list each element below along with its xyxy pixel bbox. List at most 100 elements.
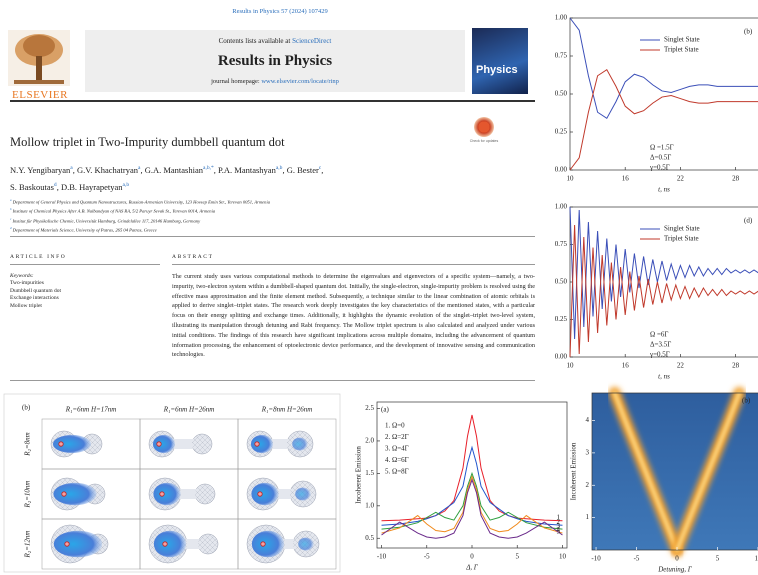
x-tick-label: 0 bbox=[470, 553, 474, 561]
separator: , bbox=[56, 181, 59, 192]
dumbbell bbox=[50, 430, 103, 458]
separator: , bbox=[213, 164, 216, 175]
keywords: Keywords: Two-impurities Dumbbell quantum … bbox=[10, 273, 160, 310]
info-heading: ARTICLE INFO bbox=[10, 254, 67, 260]
column-header: R₁=6nm H=26nm bbox=[163, 406, 215, 414]
legend-label: Singlet State bbox=[664, 225, 700, 233]
x-tick-label: 5 bbox=[515, 553, 519, 561]
author-affiliation: a bbox=[137, 165, 141, 171]
impurity bbox=[162, 541, 168, 547]
x-tick-label: 22 bbox=[677, 175, 685, 183]
series-line bbox=[569, 17, 758, 120]
check-updates-text[interactable]: Check for updates bbox=[469, 139, 499, 143]
y-tick-label: 0.50 bbox=[555, 278, 568, 286]
check-updates-icon[interactable] bbox=[474, 117, 494, 137]
y-tick-label: 2.0 bbox=[365, 437, 374, 445]
density-blob bbox=[53, 482, 97, 506]
author-name: G. Bester bbox=[286, 164, 319, 175]
density-blob bbox=[298, 537, 314, 551]
author-name: G.A. Mantashian bbox=[144, 164, 203, 175]
homepage-link[interactable]: www.elsevier.com/locate/rinp bbox=[261, 78, 339, 85]
x-tick-label: 16 bbox=[622, 175, 630, 183]
publisher-logo bbox=[8, 30, 70, 86]
legend-label: Singlet State bbox=[664, 36, 700, 44]
dumbbell bbox=[246, 430, 314, 458]
x-tick-label: 5 bbox=[716, 555, 720, 563]
y-tick-label: 0.00 bbox=[555, 166, 568, 174]
publisher: ELSEVIER bbox=[12, 89, 68, 101]
separator: , bbox=[140, 164, 143, 175]
end-label: 3 bbox=[556, 522, 560, 530]
y-tick-label: 4 bbox=[586, 416, 590, 424]
impurity bbox=[61, 491, 67, 497]
x-tick-label: 22 bbox=[677, 362, 685, 370]
y-tick-label: 1.5 bbox=[365, 469, 374, 477]
row-label: R₂=10nm bbox=[24, 481, 32, 509]
density-blob bbox=[153, 482, 181, 506]
contents-line: Contents lists available at ScienceDirec… bbox=[85, 37, 465, 45]
x-tick-label: -10 bbox=[591, 555, 601, 563]
panel-label: (d) bbox=[744, 217, 753, 225]
keyword: Two-impurities bbox=[10, 280, 44, 287]
x-tick-label: 28 bbox=[732, 175, 740, 183]
end-label: 4 bbox=[556, 526, 560, 534]
legend-label: 4. Ω=6Γ bbox=[385, 456, 409, 464]
impurity bbox=[156, 441, 162, 447]
sciencedirect-link[interactable]: ScienceDirect bbox=[292, 37, 332, 45]
impurity bbox=[257, 491, 263, 497]
y-tick-label: 0.25 bbox=[555, 128, 568, 136]
end-label: 2 bbox=[556, 518, 560, 526]
homepage-line: journal homepage: www.elsevier.com/locat… bbox=[85, 78, 465, 85]
legend-label: 5. Ω=8Γ bbox=[385, 468, 409, 476]
panel-label: (b) bbox=[22, 404, 31, 412]
author-line: S. Baskoutasd, D.B. Hayrapetyana,b bbox=[10, 178, 535, 195]
density-blob bbox=[153, 530, 187, 558]
mesh bbox=[198, 534, 218, 554]
x-tick-label: 10 bbox=[559, 553, 567, 561]
affiliation: b Institute of Chemical Physics After A.… bbox=[10, 206, 535, 215]
affiliation-mark: c bbox=[10, 216, 12, 221]
series-line bbox=[381, 475, 563, 534]
y-axis-label: Incoherent Emission bbox=[355, 446, 363, 504]
plot-frame bbox=[569, 206, 758, 358]
x-tick-label: -5 bbox=[424, 553, 430, 561]
x-axis-label: Δ, Γ bbox=[465, 564, 479, 572]
affiliation: c Institut für Physikalische Chemie, Uni… bbox=[10, 216, 535, 225]
annotation: Δ=0.5Γ bbox=[650, 154, 671, 162]
x-tick-label: 10 bbox=[754, 555, 758, 563]
keyword: Dumbbell quantum dot bbox=[10, 287, 62, 294]
affiliation-mark: a bbox=[10, 198, 12, 202]
author-name: D.B. Hayrapetyan bbox=[60, 181, 123, 192]
x-tick-label: 28 bbox=[732, 362, 740, 370]
mesh bbox=[192, 434, 212, 454]
dot-neck bbox=[165, 489, 205, 499]
y-tick-label: 0.00 bbox=[555, 353, 568, 361]
author-name: G.V. Khachatryan bbox=[77, 164, 138, 175]
author-affiliation: d bbox=[53, 181, 57, 188]
keywords-label: Keywords: bbox=[10, 273, 34, 279]
journal-title: Results in Physics bbox=[217, 53, 333, 69]
author-name: P.A. Mantashyan bbox=[217, 164, 276, 175]
x-axis-label: t, ns bbox=[658, 186, 670, 194]
series-line bbox=[381, 414, 563, 522]
impurity bbox=[254, 441, 260, 447]
x-axis-label: t, ns bbox=[658, 373, 670, 381]
author-line: N.Y. Yengibaryana, G.V. Khachatryana, G.… bbox=[10, 161, 535, 178]
separator: , bbox=[321, 164, 324, 175]
series-line bbox=[381, 478, 563, 539]
legend-label: 1. Ω=0 bbox=[385, 422, 405, 430]
dot-neck bbox=[266, 539, 306, 549]
legend-label: 3. Ω=4Γ bbox=[385, 445, 409, 453]
dumbbell bbox=[148, 430, 213, 458]
panel-label: (b) bbox=[742, 397, 751, 405]
affiliation-text: Institut für Physikalische Chemie, Unive… bbox=[12, 218, 201, 224]
x-axis-label: Detuning, Γ bbox=[657, 566, 693, 574]
author-affiliation: c bbox=[318, 165, 322, 171]
plot-frame bbox=[569, 17, 758, 171]
x-tick-label: -10 bbox=[377, 553, 387, 561]
x-tick-label: 0 bbox=[675, 555, 679, 563]
dumbbell bbox=[246, 477, 317, 511]
rule bbox=[10, 100, 535, 102]
rule bbox=[172, 264, 535, 265]
